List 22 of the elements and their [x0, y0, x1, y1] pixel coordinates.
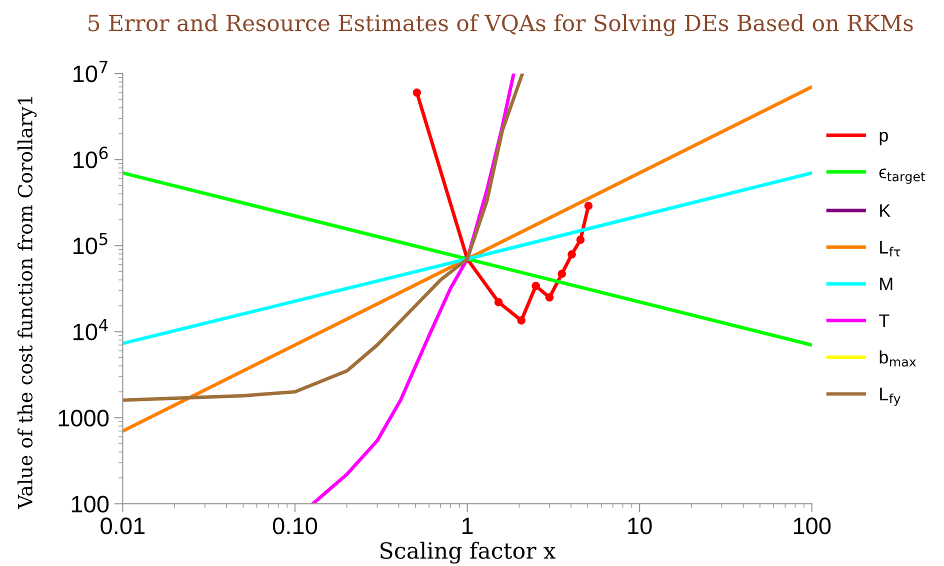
legend-label: T: [879, 314, 890, 327]
y-tick-label: 100: [72, 496, 109, 513]
text: 5 Error and Resource Estimates of VQAs for Solving DEs Based on RKMs: [88, 14, 913, 36]
x-tick-label: 10: [628, 518, 652, 534]
y-tick-label: 10$^{6}$: [74, 146, 108, 168]
y-axis-title: Value of the cost function from Corollary1: [17, 97, 37, 510]
x-tick-label: 100: [794, 518, 831, 534]
y-tick-label: 10$^{5}$: [74, 232, 108, 254]
legend-label: p: [880, 132, 888, 146]
legend-label: L$_{fy}$: [880, 388, 900, 406]
y-tick-label: 1000: [58, 410, 109, 426]
legend-label: K: [880, 204, 890, 217]
legend-label: L$_{fτ}$: [880, 241, 900, 256]
x-axis-title: Scaling factor x: [380, 542, 556, 564]
y-tick-label: 10$^{4}$: [74, 318, 108, 340]
x-tick-label: 0.10: [272, 518, 318, 534]
legend-label: M: [880, 278, 892, 290]
legend-label: b$_{max}$: [880, 350, 916, 367]
x-tick-label: 0.01: [100, 518, 145, 534]
x-tick-label: 1: [462, 518, 473, 534]
y-tick-label: 10$^{7}$: [74, 60, 108, 82]
legend-label: ϵ$_{target}$: [879, 168, 926, 184]
